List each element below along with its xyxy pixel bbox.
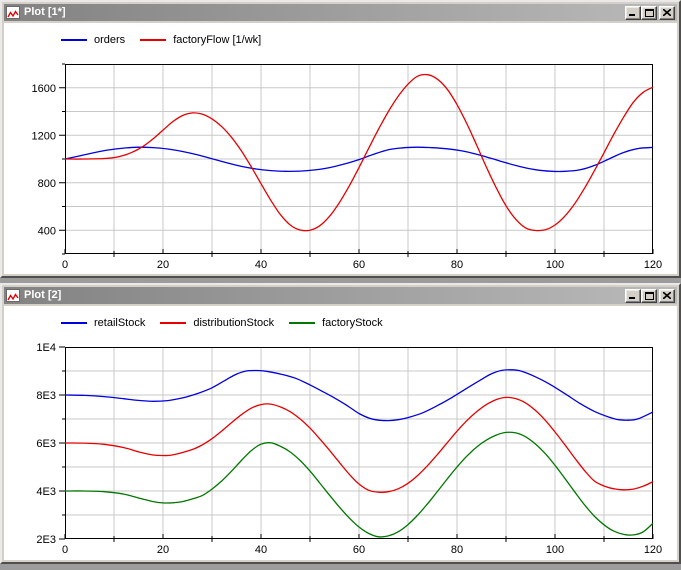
series-curve-retailStock: [64, 369, 654, 422]
x-tick-label: 40: [255, 544, 267, 556]
x-tick-label: 20: [157, 544, 169, 556]
legend-item: orders: [61, 34, 125, 46]
y-tick-label: 6E3: [36, 438, 56, 450]
close-button[interactable]: [659, 5, 675, 20]
series-curve-factoryFlow: [64, 73, 654, 232]
x-tick-label: 80: [451, 259, 463, 271]
legend: retailStock distributionStock factoryStock: [4, 306, 677, 334]
chart-canvas: 0 20 40 60 80 100 120 400 800 1200 1600: [32, 63, 662, 271]
x-tick-label: 100: [546, 259, 564, 271]
minimize-button[interactable]: [625, 5, 641, 20]
minimize-icon: [629, 297, 635, 299]
legend-line-swatch: [160, 322, 187, 324]
chart-canvas: 0 20 40 60 80 100 120 2E3 4E3 6E3 8E3 1E4: [36, 342, 662, 556]
legend-item: factoryStock: [289, 317, 383, 329]
legend-label: factoryFlow [1/wk]: [173, 34, 262, 46]
legend-label: distributionStock: [193, 317, 275, 329]
x-tick-label: 60: [353, 259, 365, 271]
y-tick-label: 8E3: [36, 390, 56, 402]
close-icon: [663, 9, 671, 16]
legend-label: factoryStock: [322, 317, 383, 329]
x-tick-label: 80: [451, 544, 463, 556]
legend: orders factoryFlow [1/wk]: [4, 23, 677, 51]
x-tick-label: 120: [644, 259, 662, 271]
plot-window-1: Plot [1*] orders factoryFlow [1/wk] 0 20 40…: [0, 0, 681, 278]
y-tick-label: 4E3: [36, 486, 56, 498]
close-icon: [663, 292, 671, 299]
legend-line-swatch: [289, 322, 316, 324]
plot-window-2: Plot [2] retailStock distributionStock fac…: [0, 283, 681, 564]
y-tick-label: 1E4: [36, 342, 56, 354]
titlebar[interactable]: Plot [2]: [4, 287, 677, 304]
plot-curve-icon: [6, 289, 20, 302]
x-tick-label: 40: [255, 259, 267, 271]
x-tick-label: 100: [546, 544, 564, 556]
maximize-button[interactable]: [641, 288, 657, 303]
y-tick-label: 1600: [32, 83, 56, 95]
titlebar[interactable]: Plot [1*]: [4, 4, 677, 21]
series-curve-orders: [64, 146, 654, 173]
series-curve-distributionStock: [64, 396, 654, 493]
maximize-icon: [644, 291, 654, 300]
legend-label: orders: [94, 34, 126, 46]
series-curve-factoryStock: [64, 431, 654, 538]
x-tick-label: 20: [157, 259, 169, 271]
minimize-button[interactable]: [625, 288, 641, 303]
plot-area: orders factoryFlow [1/wk] 0 20 40 60 80 100 120…: [4, 23, 677, 274]
plot-area: retailStock distributionStock factoryStock…: [4, 306, 677, 560]
y-tick-label: 1200: [32, 130, 56, 142]
legend-label: retailStock: [94, 317, 146, 329]
minimize-icon: [629, 14, 635, 16]
legend-item: retailStock: [61, 317, 145, 329]
x-tick-label: 0: [62, 259, 68, 271]
maximize-button[interactable]: [641, 5, 657, 20]
x-tick-label: 0: [62, 544, 68, 556]
plot-curve-icon: [6, 6, 20, 19]
legend-line-swatch: [61, 39, 87, 41]
maximize-icon: [644, 8, 654, 17]
window-title: Plot [2]: [24, 289, 62, 301]
x-tick-label: 120: [644, 544, 662, 556]
y-tick-label: 2E3: [36, 534, 56, 546]
legend-item: factoryFlow [1/wk]: [140, 34, 261, 46]
close-button[interactable]: [659, 288, 675, 303]
legend-item: distributionStock: [160, 317, 274, 329]
legend-line-swatch: [140, 39, 167, 41]
y-tick-label: 400: [38, 225, 56, 237]
window-title: Plot [1*]: [24, 6, 66, 18]
y-tick-label: 800: [38, 178, 56, 190]
legend-line-swatch: [61, 322, 87, 324]
x-tick-label: 60: [353, 544, 365, 556]
